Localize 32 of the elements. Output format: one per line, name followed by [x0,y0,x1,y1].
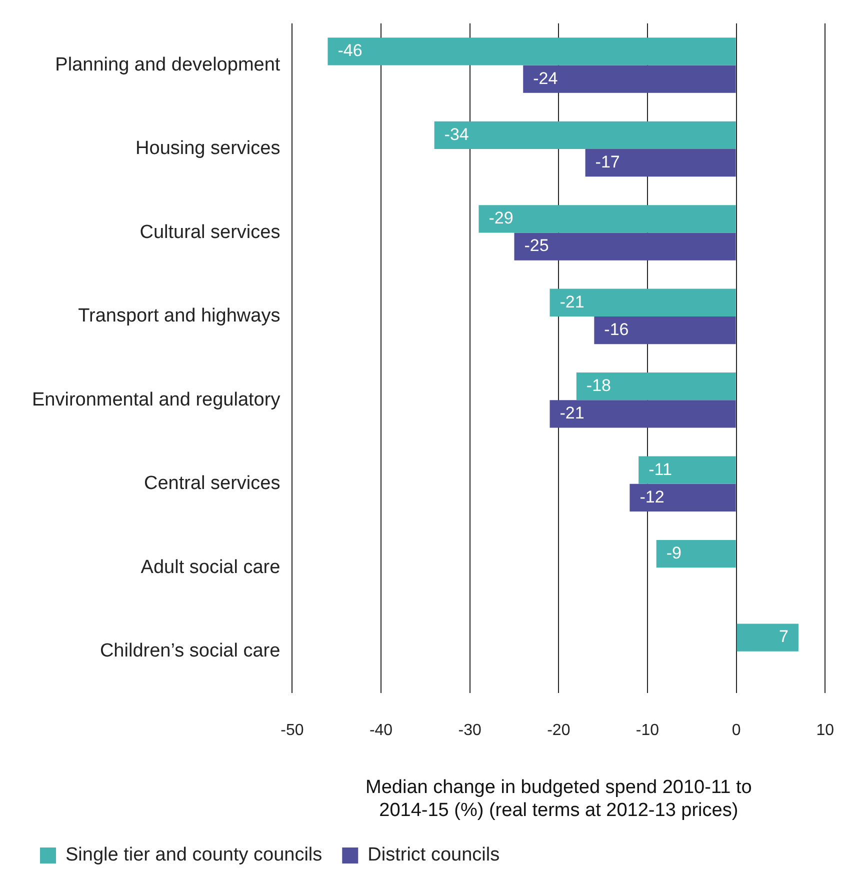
data-label: -16 [604,320,629,339]
data-label: -46 [338,41,362,60]
y-tick-label: Children’s social care [100,640,280,662]
legend-label: Single tier and county councils [66,844,322,866]
x-axis-title: Median change in budgeted spend 2010-11 to 2014-15 (%) (real terms at 2012-13 prices) [366,777,752,821]
x-tick-label: -40 [369,722,393,740]
data-label: -9 [666,543,682,562]
legend-label: District councils [368,844,500,866]
y-tick-label: Environmental and regulatory [32,389,281,410]
data-label: -21 [560,292,584,312]
data-label: 7 [778,627,788,646]
y-tick-label: Adult social care [140,556,280,578]
y-tick-label: Cultural services [140,222,280,243]
y-tick-label: Housing services [136,138,280,160]
x-tick-label: 10 [816,722,834,740]
y-tick-label: Planning and development [55,54,281,76]
y-tick-label: Transport and highways [78,306,280,327]
x-tick-label: -30 [458,722,482,740]
x-tick-label: 0 [732,722,741,740]
data-label: -11 [648,460,672,479]
x-tick-label: -50 [280,722,304,740]
data-label: -18 [586,376,611,396]
data-label: -12 [640,487,664,506]
data-label: -21 [560,404,584,423]
data-label: -17 [595,152,620,172]
data-label: -24 [533,68,558,88]
x-tick-label: -20 [547,722,570,740]
data-label: -34 [444,124,469,144]
y-tick-label: Central services [144,473,280,494]
x-tick-label: -10 [636,722,660,740]
data-label: -25 [524,236,549,256]
data-label: -29 [488,208,514,228]
